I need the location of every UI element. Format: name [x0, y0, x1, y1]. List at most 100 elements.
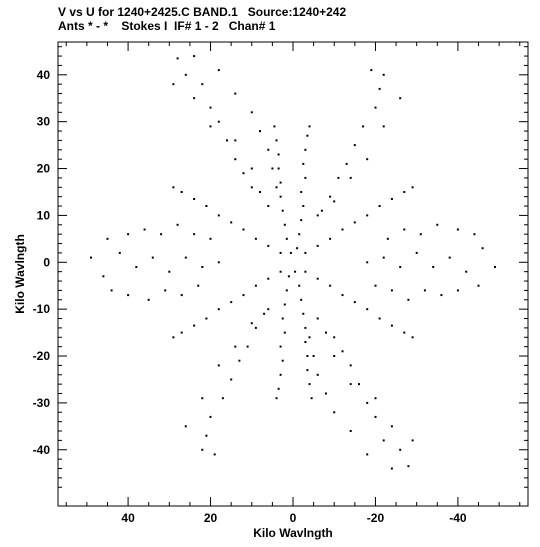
uv-point — [337, 176, 340, 179]
y-tick-label: -40 — [33, 443, 51, 457]
uv-point — [279, 345, 282, 348]
uv-point — [285, 237, 288, 240]
tick-marks — [58, 42, 528, 506]
uv-point — [306, 369, 309, 372]
uv-point — [217, 214, 220, 217]
uv-point — [184, 256, 187, 259]
uv-point — [281, 359, 284, 362]
uv-point — [217, 308, 220, 311]
uv-point — [205, 205, 208, 207]
uv-point — [193, 55, 196, 58]
uv-point — [399, 97, 402, 100]
uv-point — [279, 181, 282, 184]
uv-point — [294, 270, 297, 273]
uv-point — [230, 301, 233, 304]
uv-point — [184, 73, 187, 76]
uv-point — [329, 284, 332, 287]
uv-point — [250, 111, 253, 114]
uv-point — [304, 176, 307, 179]
uv-point — [281, 317, 284, 320]
uv-point — [436, 223, 439, 226]
uv-point — [494, 266, 496, 268]
uv-point — [325, 331, 327, 334]
uv-point — [254, 284, 257, 287]
uv-point — [277, 387, 280, 390]
uv-point — [415, 251, 418, 254]
uv-point — [349, 383, 352, 386]
uv-point — [283, 223, 286, 226]
uv-point — [230, 378, 233, 381]
uv-point — [143, 228, 146, 231]
uv-point — [242, 172, 245, 175]
x-tick-label: -40 — [449, 511, 467, 525]
uv-point — [349, 430, 352, 432]
uv-point — [419, 233, 422, 236]
uv-point — [456, 289, 459, 292]
uv-point — [279, 373, 282, 376]
uv-point — [333, 336, 336, 339]
uv-point — [277, 153, 280, 156]
uv-point — [353, 144, 356, 147]
chart-title: V vs U for 1240+2425.C BAND.1 Source:124… — [58, 5, 347, 19]
uv-point — [341, 228, 344, 231]
uv-point — [308, 383, 311, 386]
uv-point — [403, 331, 406, 334]
uv-point — [320, 209, 323, 212]
uv-point — [180, 191, 183, 193]
uv-point — [300, 191, 303, 193]
uv-point — [304, 270, 307, 273]
uv-point — [193, 198, 196, 200]
uv-point — [481, 247, 484, 250]
x-tick-label: 20 — [204, 511, 218, 525]
uv-point — [106, 237, 109, 240]
uv-point — [300, 219, 303, 222]
uv-point — [217, 120, 220, 123]
uv-point — [267, 148, 270, 151]
uv-point — [304, 251, 307, 254]
uv-point — [325, 392, 327, 395]
y-tick-label: 40 — [37, 68, 51, 82]
uv-point — [390, 198, 393, 200]
uv-point — [172, 83, 175, 86]
uv-point — [230, 221, 233, 224]
uv-point — [180, 331, 183, 334]
uv-point — [254, 326, 257, 329]
uv-point — [273, 125, 276, 128]
uv-point — [160, 233, 163, 236]
uv-point — [403, 191, 406, 193]
uv-point — [90, 256, 92, 259]
uv-point — [201, 397, 204, 400]
uv-point — [378, 317, 381, 320]
uv-point — [362, 125, 365, 128]
uv-point — [246, 345, 249, 348]
uv-point — [302, 312, 305, 315]
uv-point — [226, 139, 228, 142]
uv-point — [366, 261, 369, 264]
uv-point — [209, 106, 212, 109]
uv-point — [254, 237, 257, 240]
uv-point — [456, 228, 459, 231]
uv-point — [366, 214, 369, 217]
uv-point — [329, 237, 332, 240]
uv-point — [378, 205, 381, 207]
uv-point — [345, 162, 348, 165]
uv-point — [477, 284, 480, 287]
uv-point — [366, 401, 369, 404]
uv-point — [308, 336, 311, 339]
uv-point — [306, 134, 309, 137]
uv-point — [234, 139, 237, 142]
uv-point — [287, 275, 290, 278]
uv-point — [267, 277, 270, 280]
uv-point — [209, 125, 212, 128]
y-tick-label: 30 — [37, 115, 51, 129]
uv-point — [221, 397, 224, 400]
uv-point — [448, 256, 451, 259]
uv-point — [217, 364, 220, 367]
uv-point — [353, 221, 356, 224]
uv-point — [135, 266, 138, 268]
uv-point — [209, 237, 212, 240]
uv-point — [423, 289, 426, 292]
uv-point — [118, 251, 121, 254]
uv-point — [127, 294, 130, 297]
x-axis-label: Kilo Wavlngth — [253, 526, 333, 540]
